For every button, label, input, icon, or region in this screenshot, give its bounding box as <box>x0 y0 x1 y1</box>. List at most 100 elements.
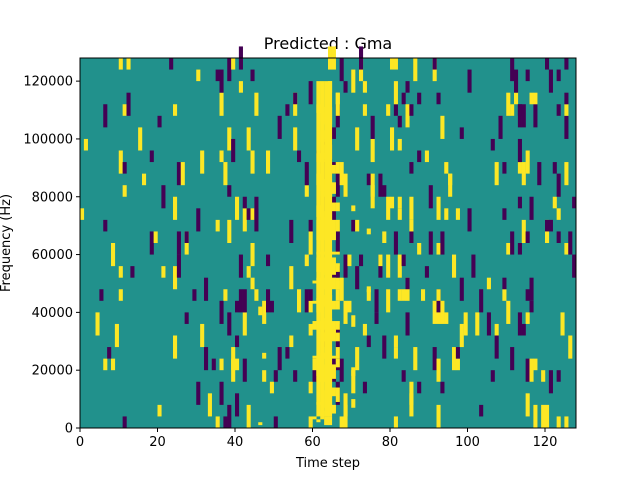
heatmap-cell-high <box>331 404 336 414</box>
heatmap-cell-low <box>366 335 371 348</box>
heatmap-cell-high <box>568 335 573 359</box>
heatmap-cell-low <box>556 231 561 243</box>
heatmap-cell-high <box>219 150 224 163</box>
heatmap-cell-high <box>397 138 402 151</box>
heatmap-cell-low <box>242 196 247 209</box>
heatmap-cell-low <box>417 92 422 105</box>
heatmap-cell-high <box>157 404 162 417</box>
heatmap-cell-high <box>312 280 317 284</box>
heatmap-cell-high <box>339 277 344 301</box>
heatmap-cell-low <box>184 231 189 243</box>
heatmap-cell-high <box>335 280 340 290</box>
heatmap-cell-low <box>510 231 515 255</box>
heatmap-cell-low <box>149 150 154 163</box>
heatmap-cell-high <box>405 277 410 301</box>
heatmap-cell-high <box>215 219 220 232</box>
heatmap-cell-low <box>514 69 519 93</box>
heatmap-cell-low <box>343 81 348 93</box>
heatmap-cell-high <box>351 399 356 408</box>
heatmap-cell-high <box>397 254 402 278</box>
heatmap-cell-low <box>405 277 410 290</box>
heatmap-cell-low <box>374 289 379 313</box>
heatmap-cell-high <box>355 127 360 151</box>
heatmap-cell-high <box>370 138 375 163</box>
heatmap-cell-high <box>386 289 391 313</box>
heatmap-cell-high <box>122 104 127 116</box>
heatmap-cell-high <box>308 231 313 255</box>
heatmap-cell-high <box>200 323 205 336</box>
heatmap-cell-low <box>335 173 340 197</box>
heatmap-cell-high <box>250 208 255 220</box>
heatmap-cell-low <box>529 277 534 301</box>
heatmap-cell-high <box>417 243 422 255</box>
heatmap-cell-high <box>475 312 480 336</box>
heatmap-cell-high <box>219 92 224 116</box>
heatmap-cell-low <box>223 416 228 428</box>
heatmap-cell-high <box>215 416 220 428</box>
heatmap-cell-high <box>378 254 383 267</box>
heatmap-cell-high <box>502 289 507 301</box>
heatmap-cell-high <box>250 277 255 290</box>
heatmap-cell-low <box>266 289 271 313</box>
heatmap-cell-high <box>343 393 348 417</box>
heatmap-cell-high <box>409 381 414 405</box>
heatmap-cell-high <box>335 219 340 232</box>
heatmap-cell-high <box>386 196 391 220</box>
heatmap-cell-low <box>564 115 569 139</box>
heatmap-cell-low <box>455 347 460 359</box>
heatmap-cell-low <box>250 69 255 82</box>
heatmap-cell-low <box>428 185 433 209</box>
heatmap-cell-high <box>506 92 511 116</box>
heatmap-cell-high <box>266 150 271 174</box>
heatmap-cell-high <box>405 104 410 128</box>
x-tick-label: 60 <box>304 435 321 450</box>
heatmap-cell-low <box>564 92 569 105</box>
heatmap-cell-high <box>432 58 437 82</box>
heatmap-cell-high <box>331 387 336 397</box>
heatmap-cell-high <box>564 104 569 116</box>
heatmap-cell-low <box>176 162 181 186</box>
heatmap-cell-high <box>506 300 511 324</box>
heatmap-cell-low <box>238 289 243 313</box>
heatmap-cell-high <box>409 196 414 220</box>
x-tick-label: 40 <box>227 435 244 450</box>
heatmap-cell-high <box>331 202 336 212</box>
heatmap-cell-low <box>521 104 526 128</box>
heatmap-cell-low <box>459 277 464 301</box>
heatmap-cell-low <box>405 81 410 93</box>
heatmap-cell-low <box>273 370 278 382</box>
heatmap-cell-high <box>254 289 259 301</box>
y-tick-label: 80000 <box>32 190 73 205</box>
heatmap-cell-high <box>560 312 565 336</box>
heatmap-cell-high <box>335 358 340 368</box>
heatmap-cell-low <box>424 266 429 278</box>
heatmap-cell-high <box>401 289 406 301</box>
heatmap-cell-high <box>246 266 251 278</box>
heatmap-cell-high <box>541 370 546 382</box>
heatmap-cell-low <box>572 254 577 278</box>
heatmap-cell-low <box>331 127 336 139</box>
heatmap-cell-low <box>351 219 356 232</box>
heatmap-cell-low <box>517 312 522 336</box>
heatmap-cell-high <box>486 277 491 290</box>
heatmap-cell-low <box>204 347 209 371</box>
heatmap-cell-high <box>258 422 263 426</box>
heatmap-cell-low <box>304 162 309 186</box>
heatmap-cell-low <box>498 115 503 139</box>
heatmap-cell-low <box>293 370 298 382</box>
heatmap-cell-low <box>335 231 340 255</box>
heatmap-cell-low <box>211 358 216 371</box>
heatmap-cell-high <box>331 164 336 174</box>
heatmap-cell-high <box>118 58 123 70</box>
heatmap-cell-high <box>80 208 85 220</box>
heatmap-cell-low <box>107 347 112 359</box>
heatmap-cell-high <box>397 208 402 220</box>
heatmap-cell-low <box>568 231 573 255</box>
heatmap-cell-low <box>359 254 364 267</box>
heatmap-cell-high <box>347 254 352 267</box>
heatmap-cell-low <box>490 370 495 382</box>
heatmap-cell-high <box>289 266 294 290</box>
heatmap-cell-high <box>246 404 251 429</box>
heatmap-cell-high <box>525 312 530 324</box>
heatmap-band-high <box>324 81 329 417</box>
